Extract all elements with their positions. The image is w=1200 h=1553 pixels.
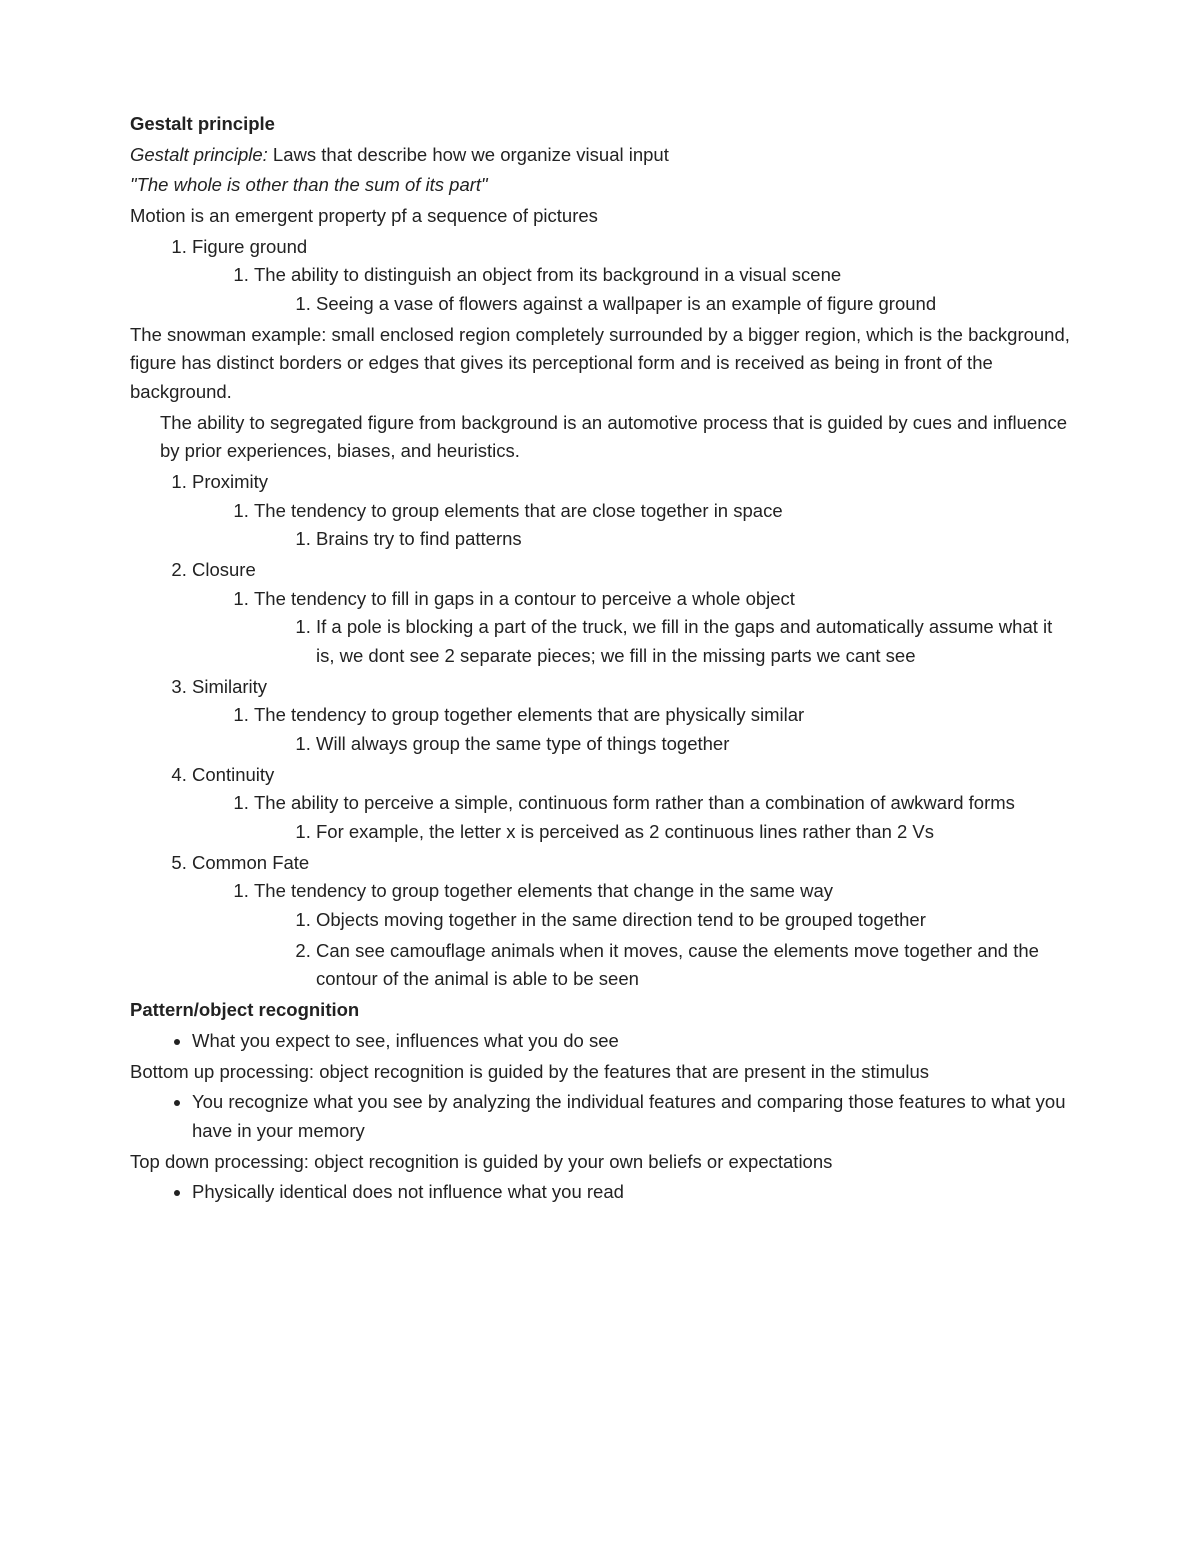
item-label: Common Fate <box>192 852 309 873</box>
item-text: If a pole is blocking a part of the truc… <box>316 616 1052 666</box>
list-item: The tendency to group elements that are … <box>254 497 1070 554</box>
item-text: For example, the letter x is perceived a… <box>316 821 934 842</box>
sublist: The tendency to group elements that are … <box>192 497 1070 554</box>
document-page: Gestalt principle Gestalt principle: Law… <box>0 0 1200 1553</box>
heading-pattern-recognition: Pattern/object recognition <box>130 996 1070 1025</box>
item-text: Objects moving together in the same dire… <box>316 909 926 930</box>
sublist: The ability to distinguish an object fro… <box>192 261 1070 318</box>
snowman-paragraph: The snowman example: small enclosed regi… <box>130 321 1070 407</box>
ability-paragraph: The ability to segregated figure from ba… <box>130 409 1070 466</box>
definition-text: Laws that describe how we organize visua… <box>268 144 669 165</box>
list-item: The ability to perceive a simple, contin… <box>254 789 1070 846</box>
list-item: Can see camouflage animals when it moves… <box>316 937 1070 994</box>
list-item: Similarity The tendency to group togethe… <box>192 673 1070 759</box>
list-item: If a pole is blocking a part of the truc… <box>316 613 1070 670</box>
item-text: The ability to distinguish an object fro… <box>254 264 841 285</box>
list-item: You recognize what you see by analyzing … <box>192 1088 1070 1145</box>
quote-line: "The whole is other than the sum of its … <box>130 171 1070 200</box>
sublist: Seeing a vase of flowers against a wallp… <box>254 290 1070 319</box>
item-text: What you expect to see, influences what … <box>192 1030 619 1051</box>
item-text: The ability to perceive a simple, contin… <box>254 792 1015 813</box>
list-item: Seeing a vase of flowers against a wallp… <box>316 290 1070 319</box>
item-label: Continuity <box>192 764 274 785</box>
item-text: The tendency to group together elements … <box>254 704 804 725</box>
list-item: The tendency to group together elements … <box>254 701 1070 758</box>
list-figure-ground: Figure ground The ability to distinguish… <box>130 233 1070 319</box>
item-text: You recognize what you see by analyzing … <box>192 1091 1065 1141</box>
sublist: If a pole is blocking a part of the truc… <box>254 613 1070 670</box>
bullet-list: What you expect to see, influences what … <box>130 1027 1070 1056</box>
item-text: Seeing a vase of flowers against a wallp… <box>316 293 936 314</box>
sublist: The ability to perceive a simple, contin… <box>192 789 1070 846</box>
sublist: Brains try to find patterns <box>254 525 1070 554</box>
sublist: The tendency to group together elements … <box>192 701 1070 758</box>
item-label: Similarity <box>192 676 267 697</box>
list-item: What you expect to see, influences what … <box>192 1027 1070 1056</box>
sublist: Objects moving together in the same dire… <box>254 906 1070 994</box>
list-item: The tendency to fill in gaps in a contou… <box>254 585 1070 671</box>
motion-line: Motion is an emergent property pf a sequ… <box>130 202 1070 231</box>
list-item: For example, the letter x is perceived a… <box>316 818 1070 847</box>
heading-gestalt: Gestalt principle <box>130 110 1070 139</box>
list-item: Brains try to find patterns <box>316 525 1070 554</box>
list-item: Continuity The ability to perceive a sim… <box>192 761 1070 847</box>
bottom-up-paragraph: Bottom up processing: object recognition… <box>130 1058 1070 1087</box>
list-item: Figure ground The ability to distinguish… <box>192 233 1070 319</box>
list-item: The tendency to group together elements … <box>254 877 1070 994</box>
sublist: The tendency to group together elements … <box>192 877 1070 994</box>
list-item: Will always group the same type of thing… <box>316 730 1070 759</box>
list-principles: Proximity The tendency to group elements… <box>130 468 1070 994</box>
item-label: Proximity <box>192 471 268 492</box>
list-item: The ability to distinguish an object fro… <box>254 261 1070 318</box>
list-item: Common Fate The tendency to group togeth… <box>192 849 1070 994</box>
top-down-paragraph: Top down processing: object recognition … <box>130 1148 1070 1177</box>
item-text: Physically identical does not influence … <box>192 1181 624 1202</box>
item-text: Will always group the same type of thing… <box>316 733 729 754</box>
item-text: Brains try to find patterns <box>316 528 522 549</box>
item-label: Closure <box>192 559 256 580</box>
sublist: Will always group the same type of thing… <box>254 730 1070 759</box>
definition-term: Gestalt principle: <box>130 144 268 165</box>
list-item: Proximity The tendency to group elements… <box>192 468 1070 554</box>
item-text: Can see camouflage animals when it moves… <box>316 940 1039 990</box>
sublist: The tendency to fill in gaps in a contou… <box>192 585 1070 671</box>
item-text: The tendency to group together elements … <box>254 880 833 901</box>
definition-line: Gestalt principle: Laws that describe ho… <box>130 141 1070 170</box>
bullet-list: You recognize what you see by analyzing … <box>130 1088 1070 1145</box>
list-item: Objects moving together in the same dire… <box>316 906 1070 935</box>
item-label: Figure ground <box>192 236 307 257</box>
list-item: Physically identical does not influence … <box>192 1178 1070 1207</box>
item-text: The tendency to fill in gaps in a contou… <box>254 588 795 609</box>
list-item: Closure The tendency to fill in gaps in … <box>192 556 1070 671</box>
sublist: For example, the letter x is perceived a… <box>254 818 1070 847</box>
item-text: The tendency to group elements that are … <box>254 500 783 521</box>
bullet-list: Physically identical does not influence … <box>130 1178 1070 1207</box>
